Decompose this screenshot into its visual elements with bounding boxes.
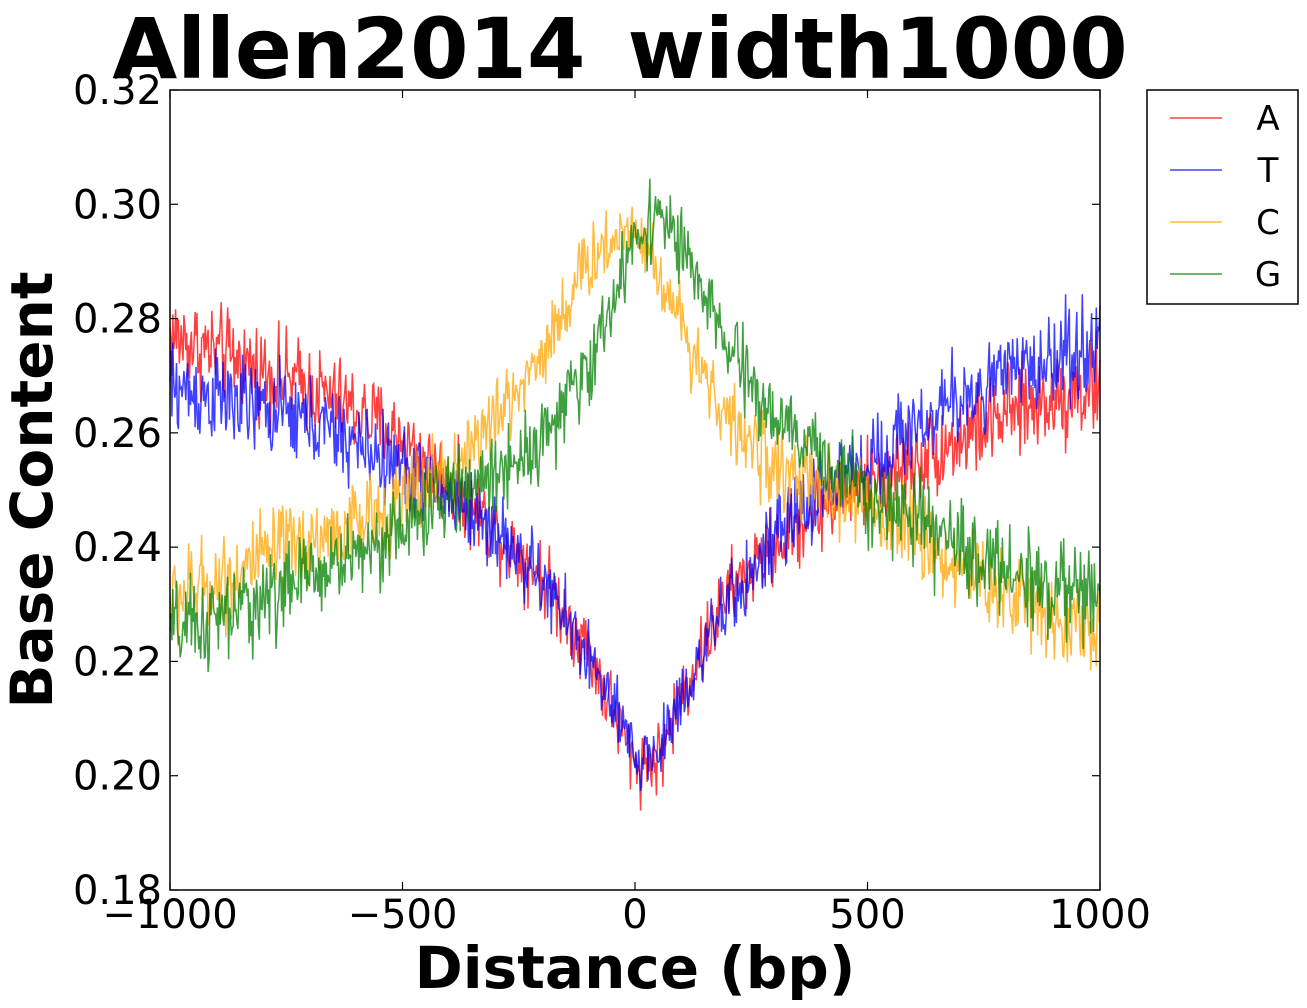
legend-label-t: T <box>1257 151 1279 191</box>
y-tick-label: 0.28 <box>73 297 162 343</box>
x-axis-label: Distance (bp) <box>415 934 856 1002</box>
chart-title: Allen2014_width1000 <box>112 0 1127 98</box>
x-tick-label: 0 <box>622 892 647 938</box>
plot-area <box>170 90 1100 890</box>
y-tick-label: 0.26 <box>73 411 162 457</box>
series-layer <box>169 178 1101 811</box>
series-line-c <box>169 206 1101 671</box>
x-tick-label: 500 <box>829 892 905 938</box>
y-axis-label: Base Content <box>0 271 66 708</box>
y-tick-label: 0.22 <box>73 639 162 685</box>
legend-label-c: C <box>1256 203 1280 243</box>
x-tick-label: 1000 <box>1049 892 1151 938</box>
legend-box <box>1146 89 1299 305</box>
legend-label-g: G <box>1255 255 1281 295</box>
y-tick-label: 0.18 <box>73 868 162 914</box>
x-tick-label: −500 <box>348 892 458 938</box>
series-line-t <box>169 294 1101 792</box>
x-tick-label: −1000 <box>102 892 237 938</box>
ticks-layer: −1000 −500 0 500 1000 0.18 0.20 0.22 0.24 0.26 0.2… <box>73 68 1151 938</box>
series-line-g <box>169 178 1101 672</box>
y-tick-label: 0.30 <box>73 182 162 228</box>
y-tick-label: 0.32 <box>73 68 162 114</box>
legend-label-a: A <box>1256 99 1279 139</box>
y-tick-label: 0.24 <box>73 525 162 571</box>
y-tick-label: 0.20 <box>73 754 162 800</box>
